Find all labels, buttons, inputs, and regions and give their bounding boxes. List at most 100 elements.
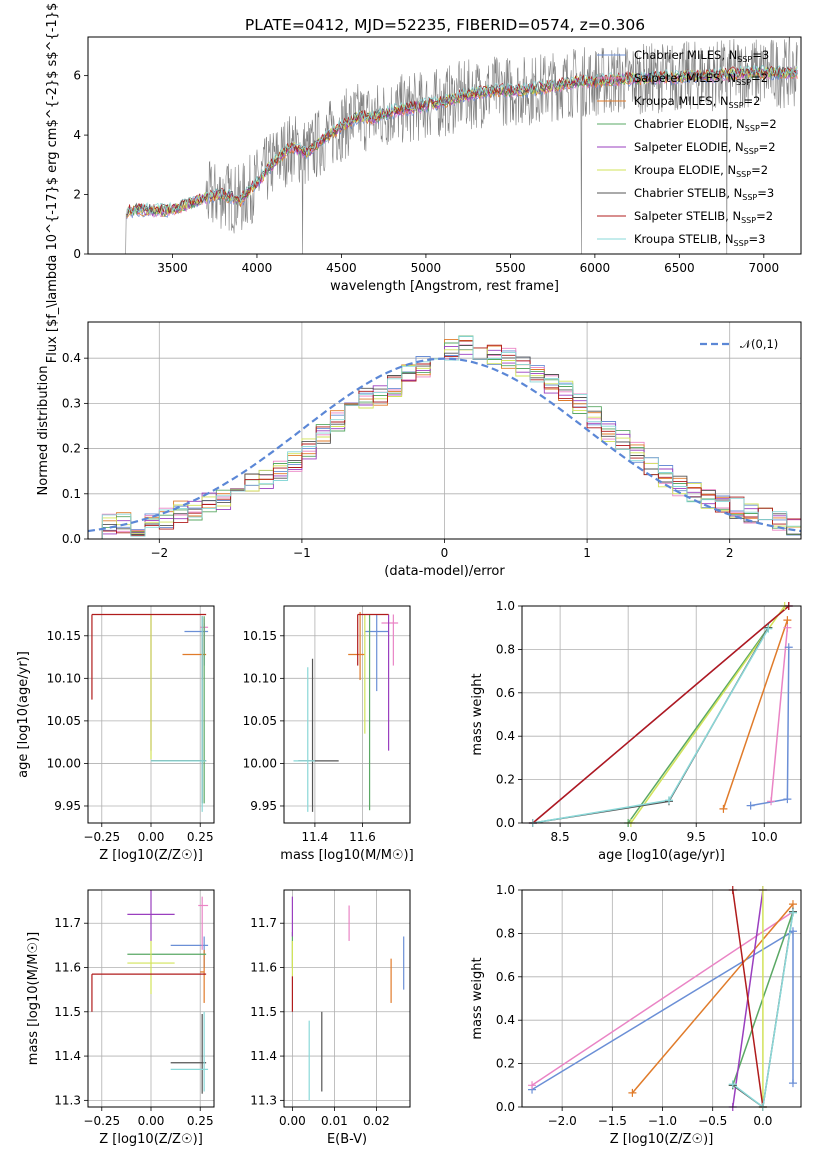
- weight-line: [732, 890, 764, 1107]
- weight-marker: [788, 927, 797, 936]
- weight-marker: [788, 900, 797, 909]
- x-tick-label: 0: [441, 546, 449, 560]
- y-tick-label: 10.15: [243, 629, 277, 643]
- weight-marker: [767, 797, 776, 806]
- x-tick-label: 6500: [664, 261, 695, 275]
- axes-frame: [87, 36, 802, 255]
- axes-frame: [87, 321, 802, 540]
- legend-subscript: SSP: [729, 101, 744, 110]
- y-tick-label: 0.0: [62, 532, 81, 546]
- y-tick-label: 0.2: [496, 773, 515, 787]
- age-vs-mass-panel: 11.4 11.6 9.95 10.00 10.05 10.10 10.15 mass [lo…: [243, 605, 414, 863]
- plot-area: [88, 890, 214, 1107]
- weight-marker: [664, 796, 673, 805]
- legend-label: Salpeter ELODIE, NSSP=2: [634, 140, 776, 156]
- axes-frame: [283, 605, 411, 824]
- axes-frame: [87, 889, 215, 1108]
- x-tick-label: −0.25: [83, 830, 120, 844]
- y-tick-label: 4: [73, 128, 81, 142]
- gaussian-curve: [88, 357, 801, 533]
- y-axis-label: mass weight: [470, 673, 485, 755]
- y-tick-label: 0.2: [62, 442, 81, 456]
- y-tick-label: 11.6: [250, 961, 277, 975]
- age-vs-metallicity-panel: −0.25 0.00 0.25 9.95 10.00 10.05 10.10 10.15 Z […: [16, 605, 215, 863]
- mass-vs-metallicity-panel: −0.25 0.00 0.25 11.3 11.4 11.5 11.6 11.7 Z [log1…: [26, 889, 215, 1147]
- y-axis-label: age [log10(age/yr)]: [16, 651, 31, 778]
- x-tick-label: 0.0: [753, 1114, 772, 1128]
- x-tick-label: 8.5: [551, 830, 570, 844]
- x-axis-label: Z [log10(Z/Z☉)]: [99, 1132, 203, 1147]
- legend-value: =3: [752, 48, 769, 62]
- axes-frame: [521, 605, 802, 824]
- plot-area: [88, 322, 801, 539]
- y-tick-label: 0.0: [496, 816, 515, 830]
- x-tick-label: 0.25: [187, 1114, 214, 1128]
- y-tick-label: 1.0: [496, 883, 515, 897]
- x-tick-label: 6000: [580, 261, 611, 275]
- x-tick-label: 5000: [411, 261, 442, 275]
- legend-label: Kroupa MILES, NSSP=2: [634, 94, 760, 110]
- legend-subscript: SSP: [744, 147, 759, 156]
- x-tick-label: 4500: [326, 261, 357, 275]
- histogram-chabrier-stelib: [88, 345, 801, 539]
- plot-area: [284, 606, 410, 823]
- x-tick-label: −1.5: [598, 1114, 627, 1128]
- weight-marker: [719, 804, 728, 813]
- legend-value: =3: [749, 232, 766, 246]
- weight-line: [722, 619, 789, 810]
- legend-label: Chabrier ELODIE, NSSP=2: [634, 117, 777, 133]
- legend-label: Salpeter MILES, NSSP=2: [634, 71, 768, 87]
- weight-marker: [764, 624, 773, 633]
- legend-subscript: SSP: [741, 216, 756, 225]
- legend-value: =2: [760, 117, 777, 131]
- y-tick-label: 9.95: [54, 799, 81, 813]
- legend-subscript: SSP: [737, 55, 752, 64]
- x-tick-label: 0.01: [321, 1114, 348, 1128]
- x-tick-label: 10.0: [751, 830, 778, 844]
- x-tick-label: 0.02: [363, 1114, 390, 1128]
- y-tick-label: 0: [73, 247, 81, 261]
- x-tick-label: 11.4: [302, 830, 329, 844]
- x-tick-label: 9.5: [687, 830, 706, 844]
- y-axis-label: mass [log10(M/M☉)]: [26, 932, 41, 1065]
- y-tick-label: 10.10: [243, 671, 277, 685]
- y-tick-label: 0.4: [496, 1013, 515, 1027]
- weight-line: [531, 911, 794, 1086]
- y-tick-label: 11.3: [54, 1093, 81, 1107]
- y-tick-label: 0.3: [62, 396, 81, 410]
- y-tick-label: 11.3: [250, 1093, 277, 1107]
- model-spectrum-kroupa-stelib: [126, 64, 798, 215]
- x-tick-label: 2: [726, 546, 734, 560]
- y-tick-label: 10.15: [47, 629, 81, 643]
- y-tick-label: 11.7: [250, 916, 277, 930]
- y-tick-label: 11.5: [54, 1005, 81, 1019]
- legend-subscript: SSP: [736, 170, 751, 179]
- x-tick-label: −1: [293, 546, 311, 560]
- y-tick-label: 2: [73, 188, 81, 202]
- legend-value: =2: [759, 140, 776, 154]
- x-tick-label: −0.5: [698, 1114, 727, 1128]
- legend-label: Salpeter STELIB, NSSP=2: [634, 209, 773, 225]
- weight-marker: [728, 1080, 737, 1089]
- y-tick-label: 6: [73, 69, 81, 83]
- x-tick-label: 4000: [242, 261, 273, 275]
- weight-marker: [628, 1088, 637, 1097]
- y-tick-label: 0.6: [496, 970, 515, 984]
- x-tick-label: 11.6: [349, 830, 376, 844]
- axes-frame: [521, 889, 802, 1108]
- weight-marker: [528, 1081, 537, 1090]
- y-tick-label: 10.00: [243, 756, 277, 770]
- y-tick-label: 11.5: [250, 1005, 277, 1019]
- legend-value: =2: [744, 94, 761, 108]
- y-tick-label: 0.0: [496, 1100, 515, 1114]
- y-tick-label: 1.0: [496, 599, 515, 613]
- weight-marker: [788, 1079, 797, 1088]
- x-tick-label: 0.25: [187, 830, 214, 844]
- x-axis-label: E(B-V): [327, 1132, 367, 1147]
- residuals-panel: −2 −1 0 1 2 0.0 0.1 0.2 0.3 0.4 (data-model)/error…: [36, 321, 802, 579]
- y-tick-label: 0.8: [496, 926, 515, 940]
- axes-frame: [283, 889, 411, 1108]
- weight-line: [630, 606, 786, 823]
- axes-frame: [87, 605, 215, 824]
- x-tick-label: −0.25: [83, 1114, 120, 1128]
